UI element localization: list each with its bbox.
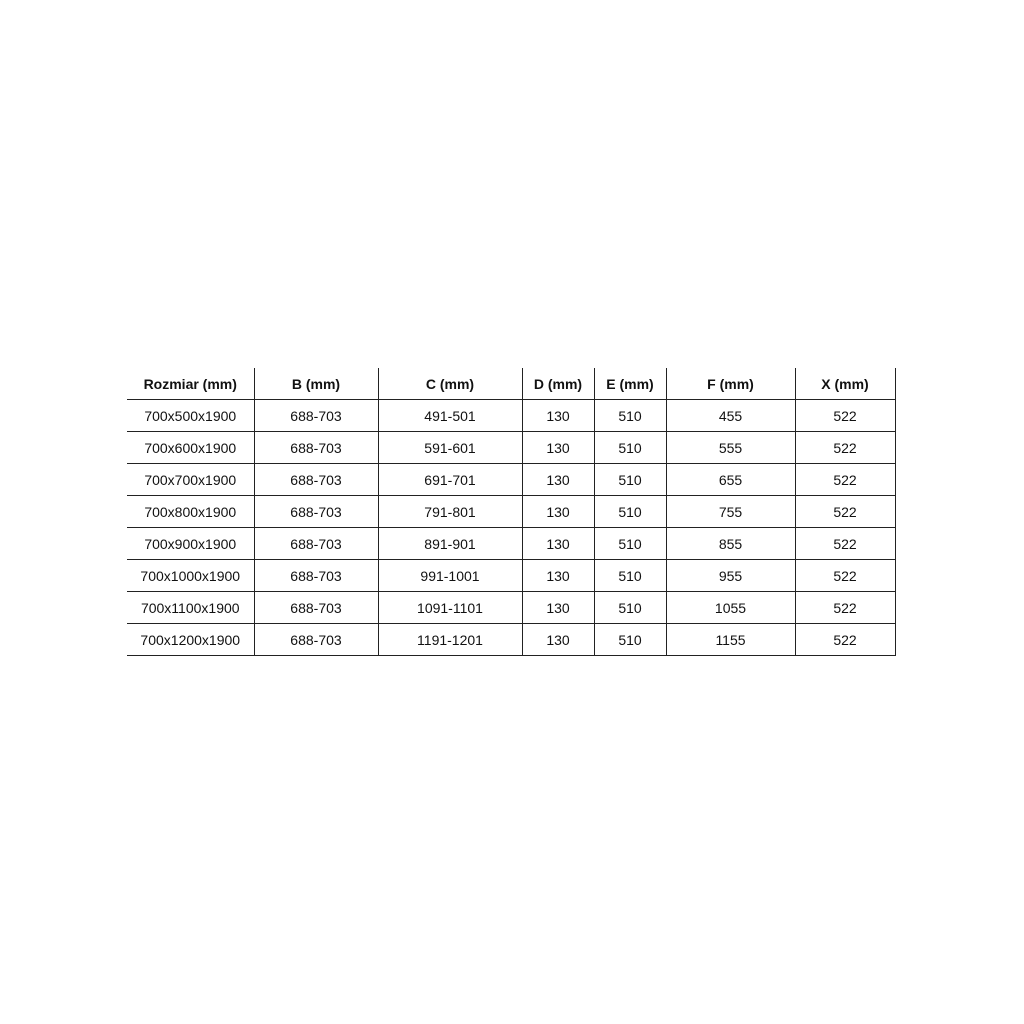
table-cell: 510 (594, 399, 667, 432)
table-row: 700x1000x1900 688-703 991-1001 130 510 955 522 (127, 559, 896, 592)
table-cell: 510 (594, 559, 667, 592)
table-cell: 510 (594, 623, 667, 656)
table-cell: 688-703 (254, 623, 379, 656)
table-cell: 510 (594, 431, 667, 464)
table-cell: 755 (666, 495, 796, 528)
table-cell: 130 (522, 527, 595, 560)
column-header: E (mm) (594, 368, 667, 400)
table-cell: 688-703 (254, 463, 379, 496)
table-cell: 955 (666, 559, 796, 592)
table-cell: 130 (522, 559, 595, 592)
table-cell: 688-703 (254, 591, 379, 624)
table-cell: 522 (795, 495, 896, 528)
table-cell: 700x800x1900 (127, 495, 255, 528)
table-cell: 700x1000x1900 (127, 559, 255, 592)
table-cell: 130 (522, 399, 595, 432)
table-cell: 791-801 (378, 495, 523, 528)
table-row: 700x800x1900 688-703 791-801 130 510 755 522 (127, 495, 896, 528)
table-cell: 510 (594, 591, 667, 624)
table-cell: 688-703 (254, 431, 379, 464)
table-cell: 655 (666, 463, 796, 496)
table-cell: 700x1200x1900 (127, 623, 255, 656)
table-cell: 522 (795, 527, 896, 560)
table-cell: 700x1100x1900 (127, 591, 255, 624)
table-cell: 1055 (666, 591, 796, 624)
table-cell: 522 (795, 559, 896, 592)
table-row: 700x1100x1900 688-703 1091-1101 130 510 1055 5… (127, 591, 896, 624)
table-cell: 510 (594, 495, 667, 528)
table-cell: 991-1001 (378, 559, 523, 592)
table-cell: 700x500x1900 (127, 399, 255, 432)
table-cell: 130 (522, 623, 595, 656)
table-cell: 510 (594, 527, 667, 560)
column-header: D (mm) (522, 368, 595, 400)
header-row: Rozmiar (mm) B (mm) C (mm) D (mm) E (mm) F (m… (127, 368, 896, 400)
table-cell: 130 (522, 431, 595, 464)
column-header: F (mm) (666, 368, 796, 400)
table-cell: 522 (795, 463, 896, 496)
table-cell: 1191-1201 (378, 623, 523, 656)
table-cell: 522 (795, 431, 896, 464)
table-row: 700x700x1900 688-703 691-701 130 510 655 522 (127, 463, 896, 496)
table-row: 700x900x1900 688-703 891-901 130 510 855 522 (127, 527, 896, 560)
table-cell: 130 (522, 495, 595, 528)
table-cell: 891-901 (378, 527, 523, 560)
table-cell: 1155 (666, 623, 796, 656)
table-cell: 688-703 (254, 559, 379, 592)
table-row: 700x500x1900 688-703 491-501 130 510 455 522 (127, 399, 896, 432)
table-cell: 130 (522, 591, 595, 624)
table-cell: 688-703 (254, 399, 379, 432)
table-row: 700x600x1900 688-703 591-601 130 510 555 522 (127, 431, 896, 464)
table-cell: 591-601 (378, 431, 523, 464)
table-cell: 522 (795, 623, 896, 656)
dimensions-table: Rozmiar (mm) B (mm) C (mm) D (mm) E (mm) F (m… (127, 368, 896, 656)
table-cell: 688-703 (254, 495, 379, 528)
column-header: Rozmiar (mm) (127, 368, 255, 400)
table-cell: 130 (522, 463, 595, 496)
table-cell: 700x600x1900 (127, 431, 255, 464)
table-cell: 522 (795, 591, 896, 624)
table-cell: 1091-1101 (378, 591, 523, 624)
table-cell: 855 (666, 527, 796, 560)
column-header: C (mm) (378, 368, 523, 400)
table-cell: 700x900x1900 (127, 527, 255, 560)
table-cell: 491-501 (378, 399, 523, 432)
table-cell: 510 (594, 463, 667, 496)
table-cell: 700x700x1900 (127, 463, 255, 496)
column-header: X (mm) (795, 368, 896, 400)
column-header: B (mm) (254, 368, 379, 400)
table-row: 700x1200x1900 688-703 1191-1201 130 510 1155 5… (127, 623, 896, 656)
table-cell: 522 (795, 399, 896, 432)
table-cell: 555 (666, 431, 796, 464)
table-cell: 691-701 (378, 463, 523, 496)
table-cell: 455 (666, 399, 796, 432)
table-cell: 688-703 (254, 527, 379, 560)
